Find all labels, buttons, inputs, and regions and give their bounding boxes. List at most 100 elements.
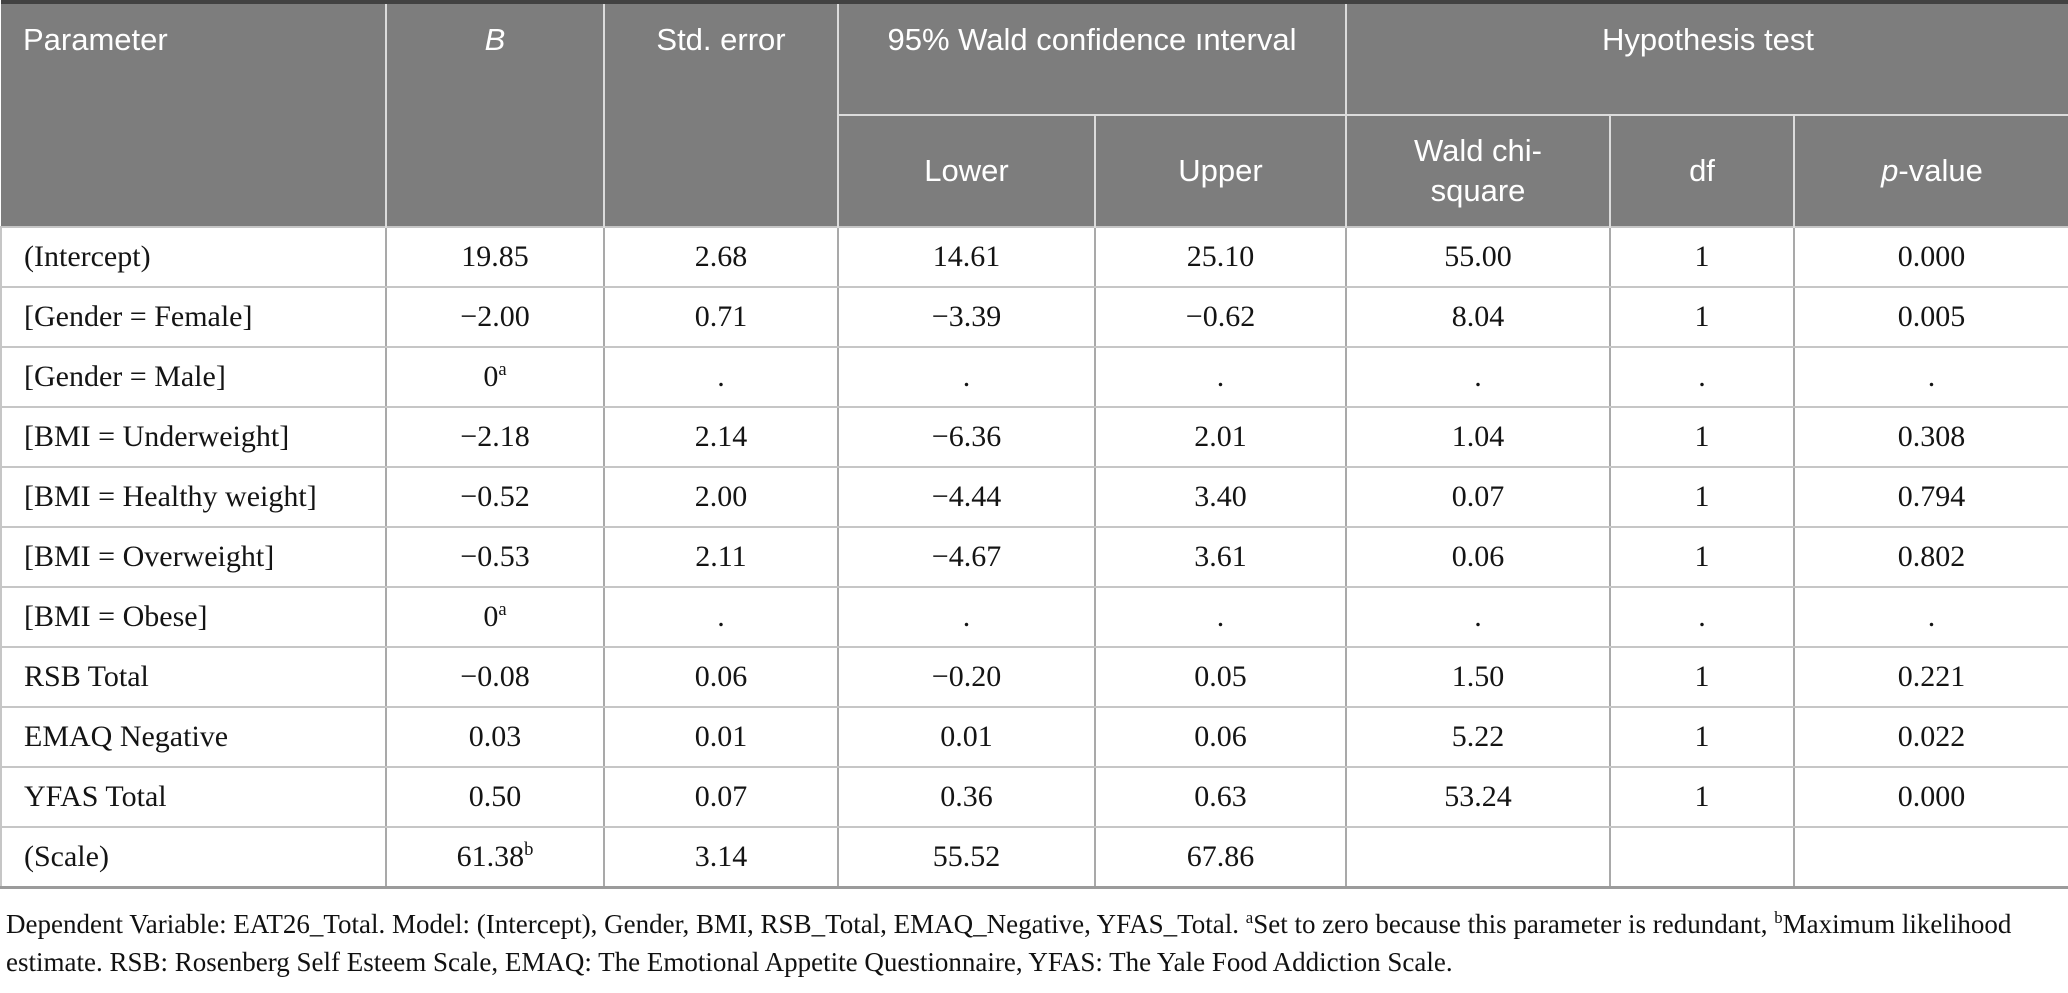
cell-b: 0.03 (385, 706, 605, 768)
cell-b: 0a (385, 346, 605, 408)
cell-lower: −6.36 (837, 406, 1096, 468)
cell-wald-chi-square: 0.07 (1345, 466, 1611, 528)
cell-wald-chi-square: 1.50 (1345, 646, 1611, 708)
cell-std-error: 0.06 (603, 646, 839, 708)
col-group-wald-ci: 95% Wald confidence ınterval (837, 2, 1346, 116)
cell-b: −2.18 (385, 406, 605, 468)
col-group-hypothesis-test: Hypothesis test (1345, 2, 2068, 116)
cell-std-error: 2.00 (603, 466, 839, 528)
cell-df: 1 (1609, 706, 1795, 768)
cell-b: −2.00 (385, 286, 605, 348)
cell-p-value: 0.308 (1793, 406, 2068, 468)
cell-parameter: [BMI = Healthy weight] (0, 466, 387, 528)
cell-b: −0.53 (385, 526, 605, 588)
cell-p-value: 0.022 (1793, 706, 2068, 768)
cell-wald-chi-square: 8.04 (1345, 286, 1611, 348)
col-header-df: df (1609, 115, 1794, 227)
cell-p-value: 0.794 (1793, 466, 2068, 528)
col-header-b: B (385, 2, 604, 227)
cell-lower: 55.52 (837, 826, 1096, 889)
cell-upper: 25.10 (1094, 226, 1347, 288)
cell-wald-chi-square: . (1345, 586, 1611, 648)
table-row: [Gender = Female] −2.00 0.71 −3.39 −0.62 8.04… (0, 286, 2068, 348)
cell-b: −0.52 (385, 466, 605, 528)
cell-df: 1 (1609, 406, 1795, 468)
cell-upper: 2.01 (1094, 406, 1347, 468)
cell-wald-chi-square (1345, 826, 1611, 889)
table-header: Parameter B Std. error 95% Wald confiden… (1, 2, 2068, 227)
cell-df (1609, 826, 1795, 889)
cell-lower: 0.36 (837, 766, 1096, 828)
cell-upper: . (1094, 586, 1347, 648)
cell-b: 61.38b (385, 826, 605, 889)
cell-parameter: [BMI = Underweight] (0, 406, 387, 468)
table-row: (Scale) 61.38b 3.14 55.52 67.86 (0, 826, 2068, 889)
cell-p-value: . (1793, 346, 2068, 408)
cell-parameter: RSB Total (0, 646, 387, 708)
cell-upper: 3.61 (1094, 526, 1347, 588)
cell-parameter: (Intercept) (0, 226, 387, 288)
col-header-p-value: p-value (1793, 115, 2068, 227)
cell-p-value: . (1793, 586, 2068, 648)
cell-df: 1 (1609, 286, 1795, 348)
cell-std-error: 2.68 (603, 226, 839, 288)
cell-lower: . (837, 346, 1096, 408)
cell-std-error: . (603, 586, 839, 648)
cell-p-value: 0.221 (1793, 646, 2068, 708)
cell-p-value (1793, 826, 2068, 889)
cell-parameter: YFAS Total (0, 766, 387, 828)
table-row: [BMI = Obese] 0a...... (0, 586, 2068, 648)
table-body: (Intercept) 19.85 2.68 14.61 25.10 55.00 1 0.00… (0, 226, 2068, 889)
cell-std-error: 3.14 (603, 826, 839, 889)
cell-df: . (1609, 586, 1795, 648)
table-footnote: Dependent Variable: EAT26_Total. Model: … (6, 907, 2012, 977)
col-header-wald-chi-square: Wald chi-square (1345, 115, 1610, 227)
cell-lower: −4.67 (837, 526, 1096, 588)
cell-p-value: 0.000 (1793, 766, 2068, 828)
cell-std-error: 2.11 (603, 526, 839, 588)
cell-wald-chi-square: 5.22 (1345, 706, 1611, 768)
cell-lower: −3.39 (837, 286, 1096, 348)
table-row: [BMI = Healthy weight] −0.52 2.00 −4.44 3.40… (0, 466, 2068, 528)
cell-df: 1 (1609, 526, 1795, 588)
cell-wald-chi-square: 55.00 (1345, 226, 1611, 288)
cell-p-value: 0.000 (1793, 226, 2068, 288)
cell-p-value: 0.802 (1793, 526, 2068, 588)
cell-parameter: (Scale) (0, 826, 387, 889)
cell-df: 1 (1609, 646, 1795, 708)
cell-df: 1 (1609, 466, 1795, 528)
table-row: [BMI = Overweight] −0.53 2.11 −4.67 3.61 0.06… (0, 526, 2068, 588)
table-row: EMAQ Negative 0.03 0.01 0.01 0.06 5.22 1 0.022 (0, 706, 2068, 768)
table-row: (Intercept) 19.85 2.68 14.61 25.10 55.00 1 0.00… (0, 226, 2068, 288)
cell-wald-chi-square: 0.06 (1345, 526, 1611, 588)
cell-upper: 3.40 (1094, 466, 1347, 528)
cell-upper: 0.05 (1094, 646, 1347, 708)
table-row: [BMI = Underweight] −2.18 2.14 −6.36 2.01 1.0… (0, 406, 2068, 468)
cell-parameter: EMAQ Negative (0, 706, 387, 768)
cell-lower: . (837, 586, 1096, 648)
table-row: YFAS Total 0.50 0.07 0.36 0.63 53.24 1 0.000 (0, 766, 2068, 828)
cell-upper: −0.62 (1094, 286, 1347, 348)
cell-b: 0a (385, 586, 605, 648)
cell-lower: 0.01 (837, 706, 1096, 768)
regression-table: Parameter B Std. error 95% Wald confiden… (0, 0, 2068, 889)
col-header-parameter: Parameter (1, 2, 386, 227)
cell-lower: 14.61 (837, 226, 1096, 288)
table-row: RSB Total −0.08 0.06 −0.20 0.05 1.50 1 0.221 (0, 646, 2068, 708)
cell-parameter: [BMI = Obese] (0, 586, 387, 648)
cell-wald-chi-square: . (1345, 346, 1611, 408)
cell-std-error: 0.07 (603, 766, 839, 828)
cell-std-error: . (603, 346, 839, 408)
cell-df: 1 (1609, 226, 1795, 288)
cell-upper: 0.63 (1094, 766, 1347, 828)
cell-lower: −0.20 (837, 646, 1096, 708)
cell-upper: 0.06 (1094, 706, 1347, 768)
cell-wald-chi-square: 1.04 (1345, 406, 1611, 468)
cell-b: 0.50 (385, 766, 605, 828)
table-row: [Gender = Male] 0a...... (0, 346, 2068, 408)
cell-std-error: 2.14 (603, 406, 839, 468)
cell-p-value: 0.005 (1793, 286, 2068, 348)
cell-upper: 67.86 (1094, 826, 1347, 889)
cell-upper: . (1094, 346, 1347, 408)
